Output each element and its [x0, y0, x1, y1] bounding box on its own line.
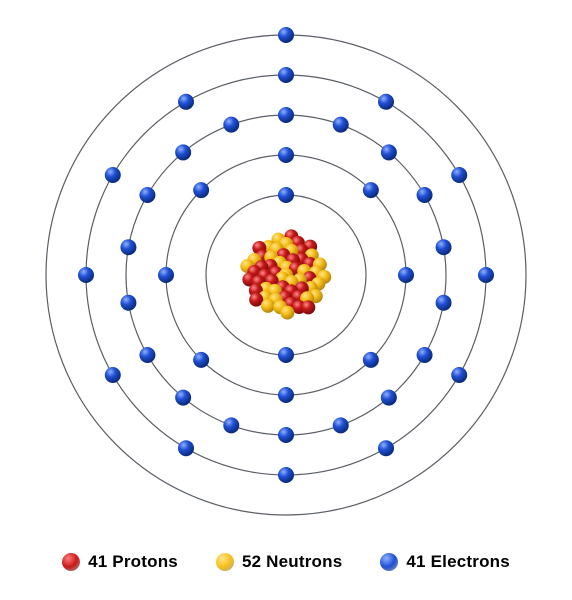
electron-icon: [417, 187, 433, 203]
electron-icon: [278, 107, 294, 123]
electron-icon: [278, 467, 294, 483]
electron-icon: [363, 182, 379, 198]
electron-icon: [278, 387, 294, 403]
electron-icon: [178, 440, 194, 456]
legend-item-electrons: 41 Electrons: [380, 552, 510, 572]
neutron-swatch-icon: [216, 553, 234, 571]
electron-icon: [436, 239, 452, 255]
electron-icon: [158, 267, 174, 283]
electron-icon: [278, 67, 294, 83]
electron-icon: [333, 117, 349, 133]
legend-label-electrons: 41 Electrons: [406, 552, 510, 572]
electron-icon: [105, 367, 121, 383]
electron-swatch-icon: [380, 553, 398, 571]
electron-icon: [278, 187, 294, 203]
electron-icon: [381, 144, 397, 160]
electron-icon: [193, 182, 209, 198]
electron-icon: [381, 390, 397, 406]
electron-icon: [193, 352, 209, 368]
electron-icon: [120, 239, 136, 255]
atom-diagram-svg: [0, 0, 572, 600]
electron-icon: [436, 295, 452, 311]
electron-icon: [105, 167, 121, 183]
electron-icon: [398, 267, 414, 283]
legend-item-neutrons: 52 Neutrons: [216, 552, 342, 572]
electron-icon: [333, 417, 349, 433]
proton-swatch-icon: [62, 553, 80, 571]
nucleus-proton-icon: [301, 300, 315, 314]
legend-item-protons: 41 Protons: [62, 552, 178, 572]
electron-icon: [278, 347, 294, 363]
electron-icon: [278, 427, 294, 443]
electron-icon: [178, 94, 194, 110]
electron-icon: [378, 94, 394, 110]
electron-icon: [139, 187, 155, 203]
electron-icon: [451, 367, 467, 383]
electron-icon: [417, 347, 433, 363]
electron-icon: [139, 347, 155, 363]
electron-icon: [175, 144, 191, 160]
electron-icon: [451, 167, 467, 183]
electron-icon: [120, 295, 136, 311]
nucleus-neutron-icon: [261, 299, 275, 313]
electron-icon: [223, 117, 239, 133]
electron-icon: [278, 147, 294, 163]
legend-label-neutrons: 52 Neutrons: [242, 552, 342, 572]
nucleus-neutron-icon: [280, 306, 294, 320]
legend-label-protons: 41 Protons: [88, 552, 178, 572]
electron-icon: [363, 352, 379, 368]
electron-icon: [175, 390, 191, 406]
electron-icon: [78, 267, 94, 283]
atom-diagram-stage: 41 Protons 52 Neutrons 41 Electrons: [0, 0, 572, 600]
electron-icon: [278, 27, 294, 43]
legend: 41 Protons 52 Neutrons 41 Electrons: [0, 552, 572, 572]
electron-icon: [378, 440, 394, 456]
electron-icon: [223, 417, 239, 433]
electron-icon: [478, 267, 494, 283]
